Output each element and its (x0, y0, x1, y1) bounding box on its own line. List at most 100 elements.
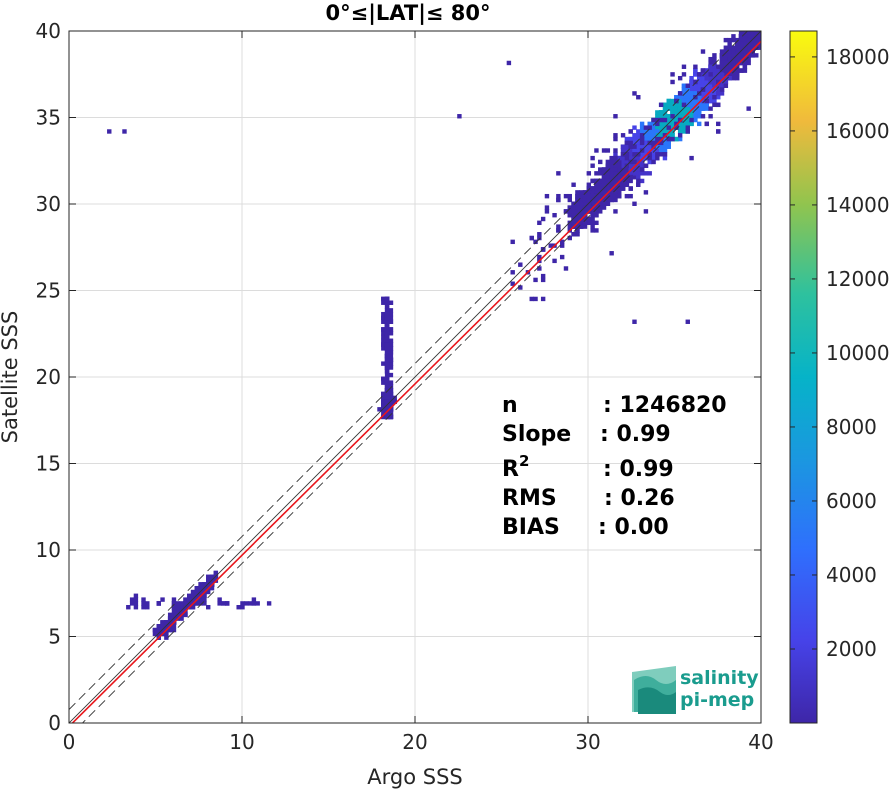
density-cell (685, 121, 690, 127)
density-cell (624, 140, 630, 146)
density-cell (708, 68, 713, 73)
density-cell (613, 193, 618, 199)
density-cell (647, 155, 652, 161)
density-cell (738, 60, 744, 66)
density-cell (639, 163, 645, 168)
density-cell (175, 608, 180, 614)
density-cell (712, 91, 717, 96)
stat-slope-label: Slope (502, 422, 571, 447)
density-cell (529, 235, 534, 241)
density-cell (636, 178, 641, 184)
density-cell (685, 106, 690, 111)
density-cell (738, 68, 744, 73)
density-cell (735, 72, 740, 77)
density-cell (381, 395, 386, 401)
density-cell (636, 144, 641, 149)
density-cell (677, 102, 683, 108)
density-cell (693, 79, 698, 85)
density-cell (601, 201, 607, 206)
density-cell (754, 27, 758, 31)
density-cell (384, 346, 390, 351)
density-cell (643, 136, 649, 142)
density-cell (605, 163, 611, 168)
density-cell (605, 197, 611, 203)
density-cell (696, 102, 702, 108)
density-cell (613, 114, 618, 119)
density-cell (579, 224, 584, 229)
density-cell (670, 98, 675, 104)
density-cell (601, 148, 607, 153)
density-cell (750, 27, 754, 31)
density-cell (590, 212, 595, 218)
density-cell (384, 315, 390, 321)
density-cell (620, 163, 626, 168)
density-cell (685, 95, 690, 100)
density-cell (716, 75, 721, 81)
density-cell (712, 56, 717, 62)
y-axis-label: Satellite SSS (0, 311, 22, 444)
density-cell (754, 41, 759, 47)
density-cell (632, 167, 637, 172)
density-cell (651, 152, 656, 157)
density-cell (742, 31, 748, 35)
density-cell (632, 319, 637, 324)
density-cell (609, 174, 614, 180)
density-cell (122, 129, 127, 134)
density-cell (647, 121, 652, 127)
density-cell (582, 216, 588, 222)
density-cell (183, 612, 188, 618)
density-cell (152, 631, 158, 637)
density-cell (236, 605, 241, 610)
density-cell (255, 601, 260, 606)
density-cell (742, 34, 748, 39)
density-cell (742, 49, 748, 54)
density-cell (746, 34, 751, 39)
density-cell (685, 319, 690, 324)
density-cell (609, 155, 614, 161)
y-tick-label: 20 (36, 365, 61, 389)
density-cell (381, 391, 386, 397)
density-cell (198, 597, 203, 602)
density-cell (746, 49, 751, 54)
density-cell (594, 171, 599, 176)
density-cell (590, 193, 595, 199)
density-cell (613, 152, 618, 157)
density-cell (586, 186, 592, 191)
density-cell (651, 140, 656, 146)
density-cell (567, 235, 572, 241)
x-tick-label: 10 (229, 730, 254, 754)
density-cell (658, 110, 664, 115)
density-cell (171, 605, 177, 610)
density-cell (716, 83, 721, 88)
density-cell (746, 45, 751, 50)
density-cell (723, 79, 729, 85)
density-cell (388, 403, 394, 408)
density-cell (388, 365, 394, 370)
density-cell (563, 266, 569, 271)
density-cell (388, 300, 394, 305)
density-cell (620, 152, 626, 157)
density-cell (617, 193, 622, 199)
density-cell (571, 232, 576, 237)
density-cell (643, 190, 649, 195)
density-cell (381, 361, 386, 366)
density-cell (632, 140, 637, 146)
density-cell (552, 212, 557, 218)
density-cell (590, 201, 595, 206)
density-cell (266, 601, 272, 606)
density-cell (613, 190, 618, 195)
density-cell (575, 232, 580, 237)
density-cell (605, 159, 611, 165)
colorbar-tick-label: 18000 (826, 45, 890, 69)
density-cell (727, 68, 732, 73)
density-cell (700, 83, 706, 88)
density-cell (632, 159, 637, 165)
density-cell (674, 102, 679, 108)
density-cell (141, 597, 146, 602)
density-cell (655, 152, 660, 157)
density-cell (632, 148, 637, 153)
density-cell (666, 129, 671, 134)
density-cell (731, 75, 736, 81)
density-cell (537, 220, 542, 226)
density-cell (666, 140, 671, 146)
